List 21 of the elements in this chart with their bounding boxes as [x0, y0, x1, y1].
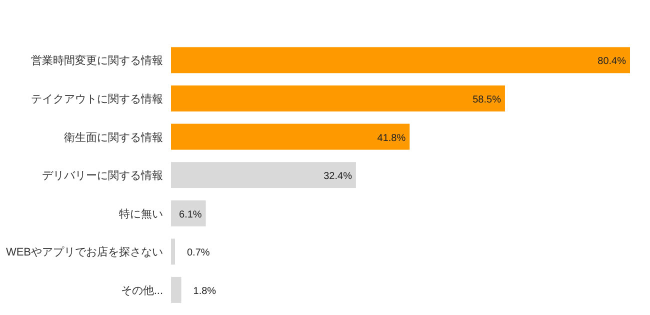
data-label: 41.8% — [377, 132, 406, 144]
y-tick-label: その他... — [120, 284, 163, 297]
y-tick-label: WEBやアプリでお店を探さない — [6, 246, 163, 259]
bar — [171, 162, 356, 188]
data-label: 1.8% — [193, 286, 216, 297]
y-tick-label: デリバリーに関する情報 — [42, 169, 163, 182]
y-tick-label: テイクアウトに関する情報 — [31, 92, 163, 106]
data-label: 32.4% — [324, 171, 352, 182]
bar — [171, 85, 505, 112]
bar — [171, 124, 410, 150]
data-label: 6.1% — [179, 209, 202, 220]
bar — [171, 200, 206, 226]
data-label: 0.7% — [186, 248, 210, 259]
y-tick-label: 特に無い — [119, 208, 163, 220]
bar — [171, 47, 630, 74]
bar — [171, 238, 175, 265]
data-label: 58.5% — [472, 94, 502, 106]
data-label: 80.4% — [598, 56, 626, 68]
y-tick-label: 衛生面に関する情報 — [64, 130, 163, 144]
y-tick-label: 営業時間変更に関する情報 — [31, 54, 163, 68]
bar — [171, 276, 182, 303]
